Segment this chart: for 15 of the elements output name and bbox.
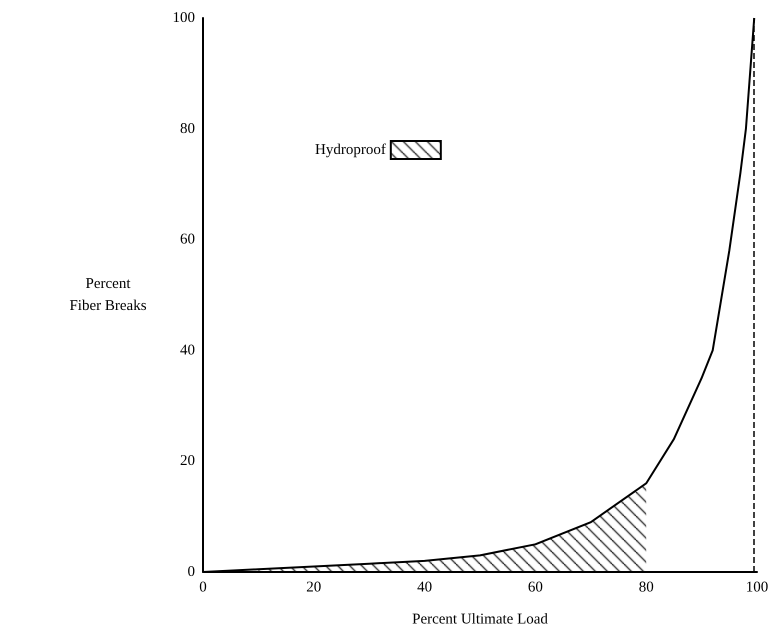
y-axis-title: Percent Fiber Breaks bbox=[69, 276, 147, 314]
y-tick-label: 20 bbox=[180, 453, 195, 470]
x-tick-label: 40 bbox=[417, 580, 432, 596]
legend-label: Hydroproof bbox=[314, 142, 386, 158]
y-tick-label: 0 bbox=[188, 564, 195, 580]
x-axis-title: Percent Ultimate Load bbox=[412, 612, 548, 628]
x-tick-label: 100 bbox=[746, 580, 768, 596]
x-tick-label: 80 bbox=[638, 580, 654, 596]
x-tick-label: 20 bbox=[306, 580, 322, 596]
x-tick-label: 0 bbox=[199, 580, 207, 596]
x-tick-label: 60 bbox=[528, 580, 543, 596]
y-tick-label: 60 bbox=[180, 232, 195, 248]
y-tick-label: 100 bbox=[172, 10, 195, 26]
y-tick-label: 40 bbox=[180, 342, 195, 358]
y-tick-label: 80 bbox=[180, 120, 195, 137]
